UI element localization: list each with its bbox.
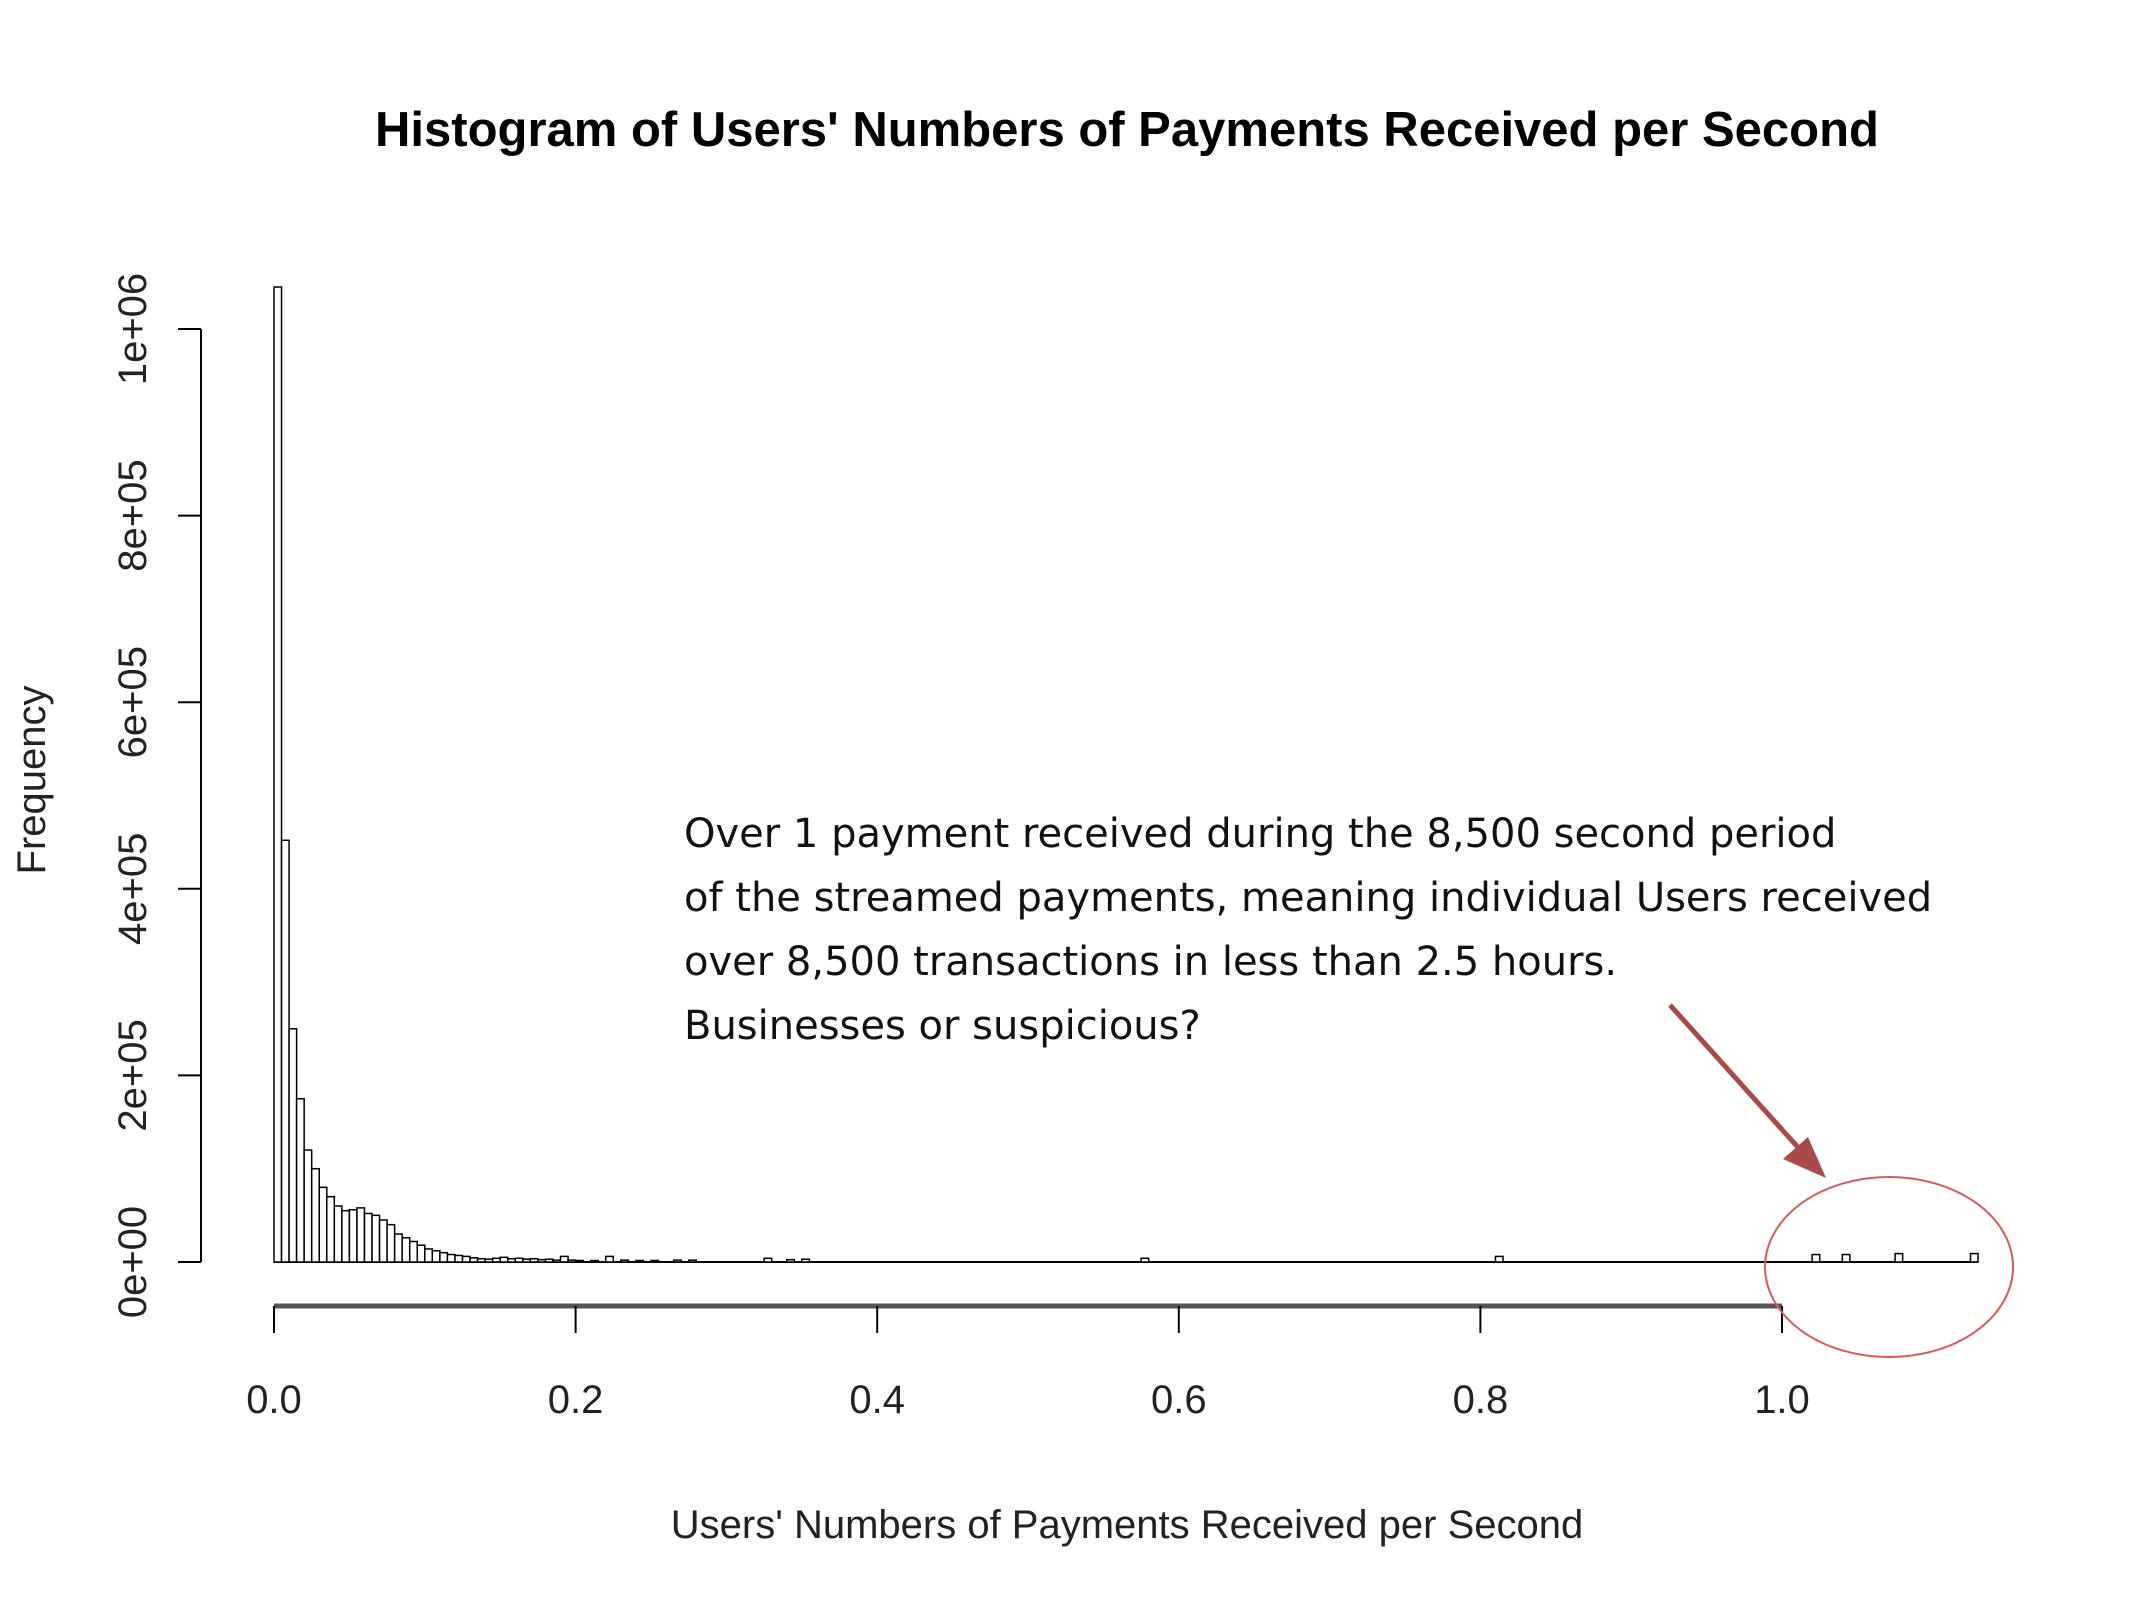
histogram-bar	[439, 1251, 449, 1263]
histogram-bar	[318, 1186, 328, 1263]
histogram-bar	[785, 1258, 796, 1263]
histogram-bar	[356, 1207, 366, 1263]
histogram-bar	[1969, 1252, 1979, 1263]
histogram-bar	[378, 1219, 388, 1263]
histogram-bar	[310, 1167, 320, 1263]
annotation-line-4: Businesses or suspicious?	[684, 1003, 1201, 1049]
y-tick-label: 6e+05	[111, 646, 155, 758]
histogram-bar	[1841, 1253, 1851, 1263]
y-tick-label: 4e+05	[111, 833, 155, 945]
annotation-line-1: Over 1 payment received during the 8,500…	[684, 811, 1836, 857]
histogram-bar	[469, 1257, 479, 1263]
histogram-bar	[506, 1257, 517, 1263]
histogram-bar	[386, 1223, 396, 1263]
y-axis-label: Frequency	[10, 686, 54, 875]
histogram-bar	[491, 1257, 501, 1263]
y-tick-label: 2e+05	[111, 1019, 155, 1131]
histogram-bar	[650, 1259, 660, 1263]
y-tick-label: 0e+00	[111, 1206, 155, 1318]
histogram-bar	[567, 1259, 577, 1263]
histogram-bar	[326, 1195, 336, 1263]
histogram-bar	[672, 1259, 682, 1263]
callout-arrow-head-icon	[1783, 1137, 1826, 1178]
x-axis: 0.0 0.2 0.4 0.6 0.8 1.0	[246, 1303, 1810, 1422]
histogram-bar	[273, 286, 283, 1263]
histogram-bar	[416, 1244, 426, 1263]
y-axis: 0e+00 2e+05 4e+05 6e+05 8e+05 1e+06	[111, 273, 202, 1318]
histogram-bar	[763, 1257, 773, 1263]
histogram-bar	[408, 1240, 419, 1263]
histogram-bar	[446, 1253, 456, 1263]
histogram-bar	[484, 1258, 494, 1263]
x-tick-label: 0.0	[246, 1378, 302, 1422]
x-tick-label: 0.4	[849, 1378, 905, 1422]
x-axis-label: Users' Numbers of Payments Received per …	[671, 1503, 1583, 1547]
histogram-bar	[1894, 1252, 1904, 1263]
annotation-line-3: over 8,500 transactions in less than 2.5…	[684, 939, 1617, 985]
histogram-bar	[424, 1248, 434, 1263]
histogram-bar	[544, 1258, 554, 1263]
histogram-bar	[341, 1209, 351, 1263]
x-tick-label: 1.0	[1754, 1378, 1810, 1422]
histogram-bar	[303, 1149, 313, 1263]
histogram-bar	[499, 1256, 509, 1263]
histogram-bar	[363, 1212, 373, 1263]
histogram-bar	[574, 1259, 584, 1263]
y-tick-label: 8e+05	[111, 459, 155, 571]
histogram-bar	[605, 1255, 615, 1263]
outlier-highlight-ellipse	[1764, 1176, 2014, 1358]
histogram-bar	[348, 1209, 358, 1263]
annotation-line-2: of the streamed payments, meaning indivi…	[684, 875, 1932, 921]
callout-arrow-line	[1668, 1003, 1814, 1165]
y-tick-label: 1e+06	[111, 273, 155, 385]
histogram-bar	[552, 1259, 562, 1263]
chart-title: Histogram of Users' Numbers of Payments …	[375, 103, 1879, 157]
histogram-bar	[295, 1097, 305, 1263]
histogram-bar	[1494, 1255, 1504, 1263]
histogram-bar	[461, 1255, 471, 1263]
annotation: Over 1 payment received during the 8,500…	[684, 811, 1932, 1049]
histogram-bar	[514, 1257, 524, 1263]
histogram-bar	[333, 1205, 343, 1263]
histogram-bar	[1140, 1257, 1150, 1263]
histogram-bar	[687, 1259, 697, 1263]
histogram-bar	[454, 1254, 464, 1263]
histogram-bar	[393, 1233, 403, 1263]
histogram-bar	[371, 1214, 381, 1263]
outlier-callout	[1668, 1003, 2014, 1358]
histogram-bar	[801, 1258, 811, 1263]
histogram-bar	[476, 1257, 486, 1263]
x-tick-label: 0.8	[1453, 1378, 1509, 1422]
histogram-bar	[620, 1259, 630, 1263]
histogram-bar	[589, 1259, 599, 1263]
histogram-bar	[288, 1028, 298, 1263]
histogram-bar	[522, 1258, 532, 1263]
histogram-bars	[273, 286, 1979, 1263]
histogram-bar	[401, 1236, 411, 1263]
histogram-bar	[537, 1258, 547, 1263]
histogram-bar	[529, 1257, 539, 1263]
histogram-bar	[635, 1259, 645, 1263]
x-tick-label: 0.6	[1151, 1378, 1207, 1422]
histogram-bar	[559, 1255, 569, 1263]
histogram-bar	[1811, 1253, 1821, 1263]
histogram-bar	[280, 839, 290, 1263]
histogram-bar	[431, 1250, 441, 1263]
x-tick-label: 0.2	[548, 1378, 604, 1422]
